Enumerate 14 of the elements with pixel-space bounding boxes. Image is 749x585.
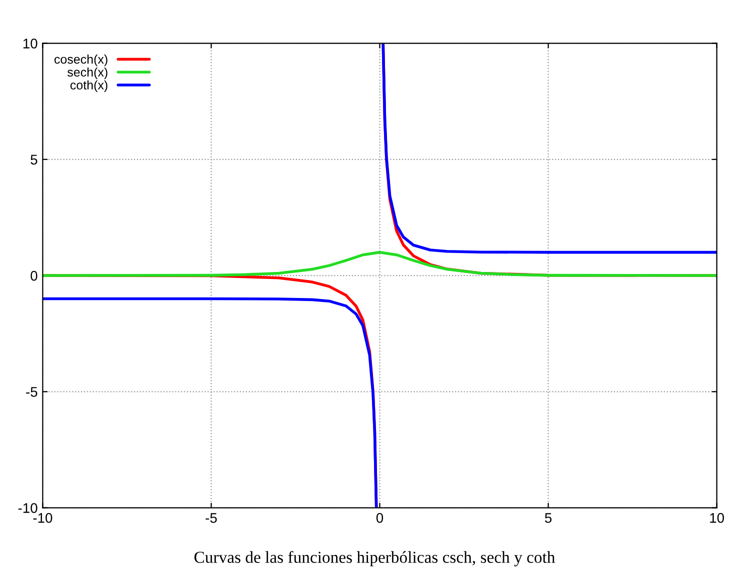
y-tick-label: 5 bbox=[30, 154, 38, 165]
x-tick-label: -5 bbox=[206, 513, 217, 523]
x-tick-label: 0 bbox=[376, 513, 384, 523]
y-tick-label: 10 bbox=[23, 38, 38, 48]
x-tick-label: 10 bbox=[710, 513, 724, 523]
y-tick-label: -5 bbox=[26, 387, 38, 397]
text: Curvas de las funciones hiperbólicas csch, sech y coth bbox=[194, 551, 556, 566]
line-series bbox=[42, 250, 717, 277]
y-tick-label: 0 bbox=[30, 270, 38, 281]
legend-label: cosech(x) bbox=[54, 54, 108, 66]
y-tick-label: -10 bbox=[18, 503, 38, 513]
legend-label: sech(x) bbox=[67, 67, 108, 80]
x-tick-label: 5 bbox=[544, 513, 552, 523]
legend-label: coth(x) bbox=[70, 80, 108, 92]
